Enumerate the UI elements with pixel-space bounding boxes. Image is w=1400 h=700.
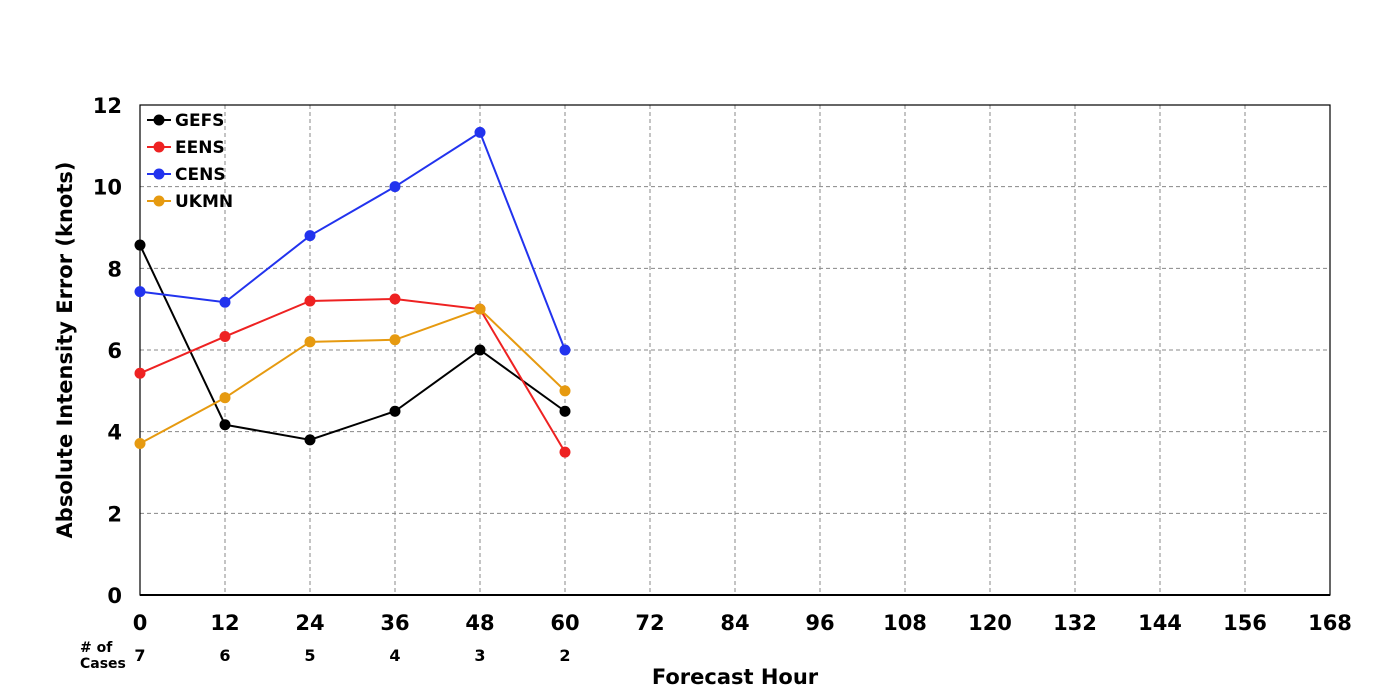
cases-value: 4 — [389, 646, 400, 665]
x-tick-label: 168 — [1308, 611, 1352, 635]
series-gefs — [134, 239, 571, 446]
y-axis-title: Absolute Intensity Error (knots) — [53, 162, 77, 539]
x-tick-label: 0 — [133, 611, 148, 635]
data-point — [389, 293, 401, 305]
cases-value: 3 — [474, 646, 485, 665]
data-point — [304, 336, 316, 348]
data-point — [219, 392, 231, 404]
data-point — [559, 405, 571, 417]
data-point — [219, 296, 231, 308]
x-tick-label: 48 — [465, 611, 494, 635]
legend-marker — [153, 168, 165, 180]
y-tick-label: 10 — [93, 176, 122, 200]
x-tick-label: 108 — [883, 611, 927, 635]
data-point — [559, 446, 571, 458]
legend-label: EENS — [175, 138, 225, 158]
y-tick-label: 12 — [93, 94, 122, 118]
x-tick-label: 60 — [550, 611, 579, 635]
legend: GEFS EENS CENS UKMN — [147, 111, 233, 212]
cases-values: 7 6 5 4 3 2 — [134, 646, 570, 665]
y-tick-label: 6 — [107, 339, 122, 363]
data-point — [134, 239, 146, 251]
legend-item-cens: CENS — [147, 165, 226, 185]
legend-marker — [153, 114, 165, 126]
y-tick-label: 0 — [107, 584, 122, 608]
data-point — [389, 334, 401, 346]
data-point — [304, 295, 316, 307]
data-point — [474, 126, 486, 138]
cases-value: 5 — [304, 646, 315, 665]
y-tick-labels: 0 2 4 6 8 10 12 — [93, 94, 122, 608]
data-point — [134, 367, 146, 379]
y-tick-label: 2 — [107, 502, 122, 526]
x-axis-title: Forecast Hour — [652, 665, 819, 689]
legend-marker — [153, 141, 165, 153]
data-point — [474, 303, 486, 315]
data-point — [219, 419, 231, 431]
legend-label: UKMN — [175, 192, 233, 212]
y-tick-label: 4 — [107, 421, 122, 445]
x-tick-label: 72 — [635, 611, 664, 635]
data-point — [559, 344, 571, 356]
cases-value: 7 — [134, 646, 145, 665]
legend-item-ukmn: UKMN — [147, 192, 233, 212]
x-tick-label: 36 — [380, 611, 409, 635]
legend-label: CENS — [175, 165, 226, 185]
legend-item-gefs: GEFS — [147, 111, 224, 131]
cases-label-line1: # of — [80, 640, 113, 656]
series-line — [139, 308, 566, 445]
series-cens — [134, 126, 571, 356]
cases-value: 6 — [219, 646, 230, 665]
series-lines — [134, 126, 571, 458]
x-tick-labels: 0 12 24 36 48 60 72 84 96 108 120 132 144 156 168 — [133, 611, 1352, 635]
legend-marker — [153, 195, 165, 207]
x-tick-label: 120 — [968, 611, 1012, 635]
x-tick-label: 132 — [1053, 611, 1097, 635]
data-point — [304, 230, 316, 242]
legend-label: GEFS — [175, 111, 224, 131]
cases-label-line2: Cases — [80, 656, 126, 672]
x-tick-label: 12 — [210, 611, 239, 635]
series-line — [139, 297, 566, 453]
data-point — [474, 344, 486, 356]
x-tick-label: 24 — [295, 611, 324, 635]
data-point — [304, 434, 316, 446]
x-tick-label: 84 — [720, 611, 749, 635]
series-line — [139, 130, 566, 351]
x-tick-label: 96 — [805, 611, 834, 635]
legend-item-eens: EENS — [147, 138, 225, 158]
data-point — [559, 385, 571, 397]
x-tick-label: 144 — [1138, 611, 1182, 635]
cases-value: 2 — [559, 646, 570, 665]
data-point — [389, 405, 401, 417]
series-line — [139, 244, 566, 441]
data-point — [389, 181, 401, 193]
series-ukmn — [134, 303, 571, 450]
data-point — [134, 286, 146, 298]
data-point — [219, 331, 231, 343]
data-point — [134, 438, 146, 450]
y-tick-label: 8 — [107, 257, 122, 281]
grid-lines — [140, 105, 1330, 595]
series-eens — [134, 293, 571, 458]
x-tick-label: 156 — [1223, 611, 1267, 635]
